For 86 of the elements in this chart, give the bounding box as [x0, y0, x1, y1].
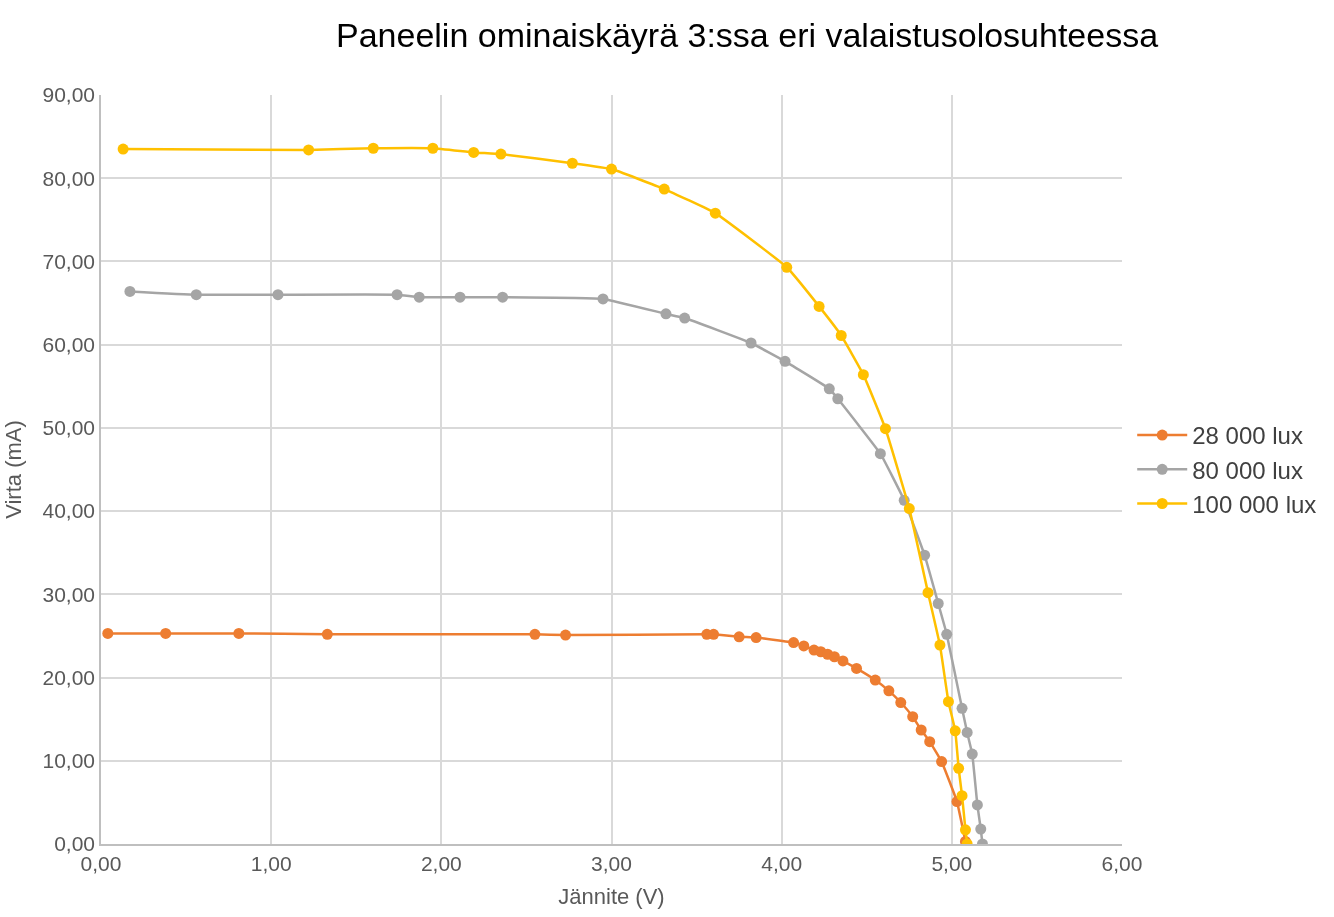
- point: [934, 639, 946, 651]
- point: [160, 627, 172, 639]
- point: [367, 142, 379, 154]
- point: [124, 285, 136, 297]
- point: [102, 627, 114, 639]
- point: [321, 628, 333, 640]
- legend-label: 80 000 lux: [1192, 456, 1303, 484]
- point: [949, 725, 961, 737]
- x-tick-label: 4,00: [761, 851, 803, 875]
- point: [454, 291, 466, 303]
- point: [922, 587, 934, 599]
- point: [606, 163, 617, 175]
- point: [879, 423, 891, 435]
- y-tick-label: 80,00: [42, 166, 96, 190]
- x-tick-label: 6,00: [1101, 851, 1143, 875]
- point: [497, 291, 509, 303]
- point: [658, 183, 670, 195]
- point: [272, 289, 284, 301]
- point: [709, 207, 721, 219]
- x-tick-label: 5,00: [931, 851, 973, 875]
- point: [427, 142, 439, 154]
- y-tick-label: 70,00: [42, 249, 96, 273]
- point: [779, 355, 791, 367]
- point: [190, 289, 202, 301]
- point: [750, 632, 762, 644]
- point: [956, 790, 968, 802]
- point: [560, 629, 572, 641]
- y-tick-label: 40,00: [42, 499, 96, 523]
- point: [874, 448, 886, 460]
- y-axis-title: Virta (mA): [0, 420, 26, 519]
- y-tick-label: 30,00: [42, 582, 96, 606]
- point: [566, 157, 578, 169]
- point: [828, 651, 840, 663]
- point: [956, 702, 968, 714]
- point: [413, 291, 425, 303]
- point: [813, 300, 825, 312]
- x-axis-title: Jännite (V): [558, 884, 665, 910]
- point: [233, 627, 245, 639]
- point: [495, 148, 507, 160]
- point: [915, 724, 927, 736]
- point: [835, 330, 847, 342]
- point: [883, 685, 895, 697]
- point: [733, 631, 745, 643]
- point: [959, 824, 971, 836]
- x-tick-label: 2,00: [420, 851, 462, 875]
- point: [303, 144, 315, 156]
- point: [117, 143, 129, 155]
- point: [597, 293, 609, 305]
- point: [924, 736, 936, 748]
- point: [895, 697, 907, 709]
- point: [932, 597, 944, 609]
- point: [823, 383, 835, 395]
- point: [832, 393, 844, 405]
- point: [851, 662, 863, 674]
- point: [975, 823, 987, 835]
- point: [391, 289, 403, 301]
- point: [468, 146, 480, 158]
- point: [869, 674, 881, 686]
- point: [745, 337, 757, 349]
- point: [942, 696, 954, 708]
- point: [788, 637, 800, 649]
- chart-title: Paneelin ominaiskäyrä 3:ssa eri valaistusolosuhteessa: [335, 15, 1159, 54]
- point: [529, 628, 541, 640]
- y-tick-label: 60,00: [42, 333, 96, 357]
- y-tick-label: 50,00: [42, 416, 96, 440]
- point: [798, 640, 810, 652]
- point: [936, 756, 948, 768]
- y-tick-label: 20,00: [42, 665, 96, 689]
- legend-label: 100 000 lux: [1192, 490, 1317, 518]
- point: [907, 711, 919, 723]
- x-tick-label: 3,00: [591, 851, 632, 875]
- point: [837, 655, 849, 667]
- y-tick-label: 10,00: [42, 749, 96, 773]
- point: [679, 312, 691, 324]
- point: [961, 726, 973, 738]
- point: [857, 369, 869, 381]
- point: [660, 308, 672, 320]
- point: [971, 799, 983, 811]
- y-tick-label: 90,00: [42, 83, 96, 107]
- point: [903, 503, 915, 515]
- legend-label: 28 000 lux: [1192, 422, 1303, 450]
- point: [781, 261, 793, 273]
- point: [953, 762, 965, 774]
- point: [941, 628, 953, 640]
- point: [966, 748, 978, 760]
- x-tick-label: 1,00: [250, 851, 292, 875]
